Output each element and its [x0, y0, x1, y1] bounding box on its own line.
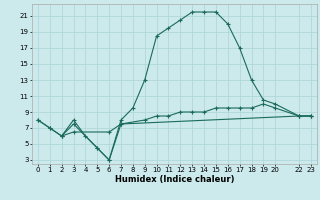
X-axis label: Humidex (Indice chaleur): Humidex (Indice chaleur) [115, 175, 234, 184]
